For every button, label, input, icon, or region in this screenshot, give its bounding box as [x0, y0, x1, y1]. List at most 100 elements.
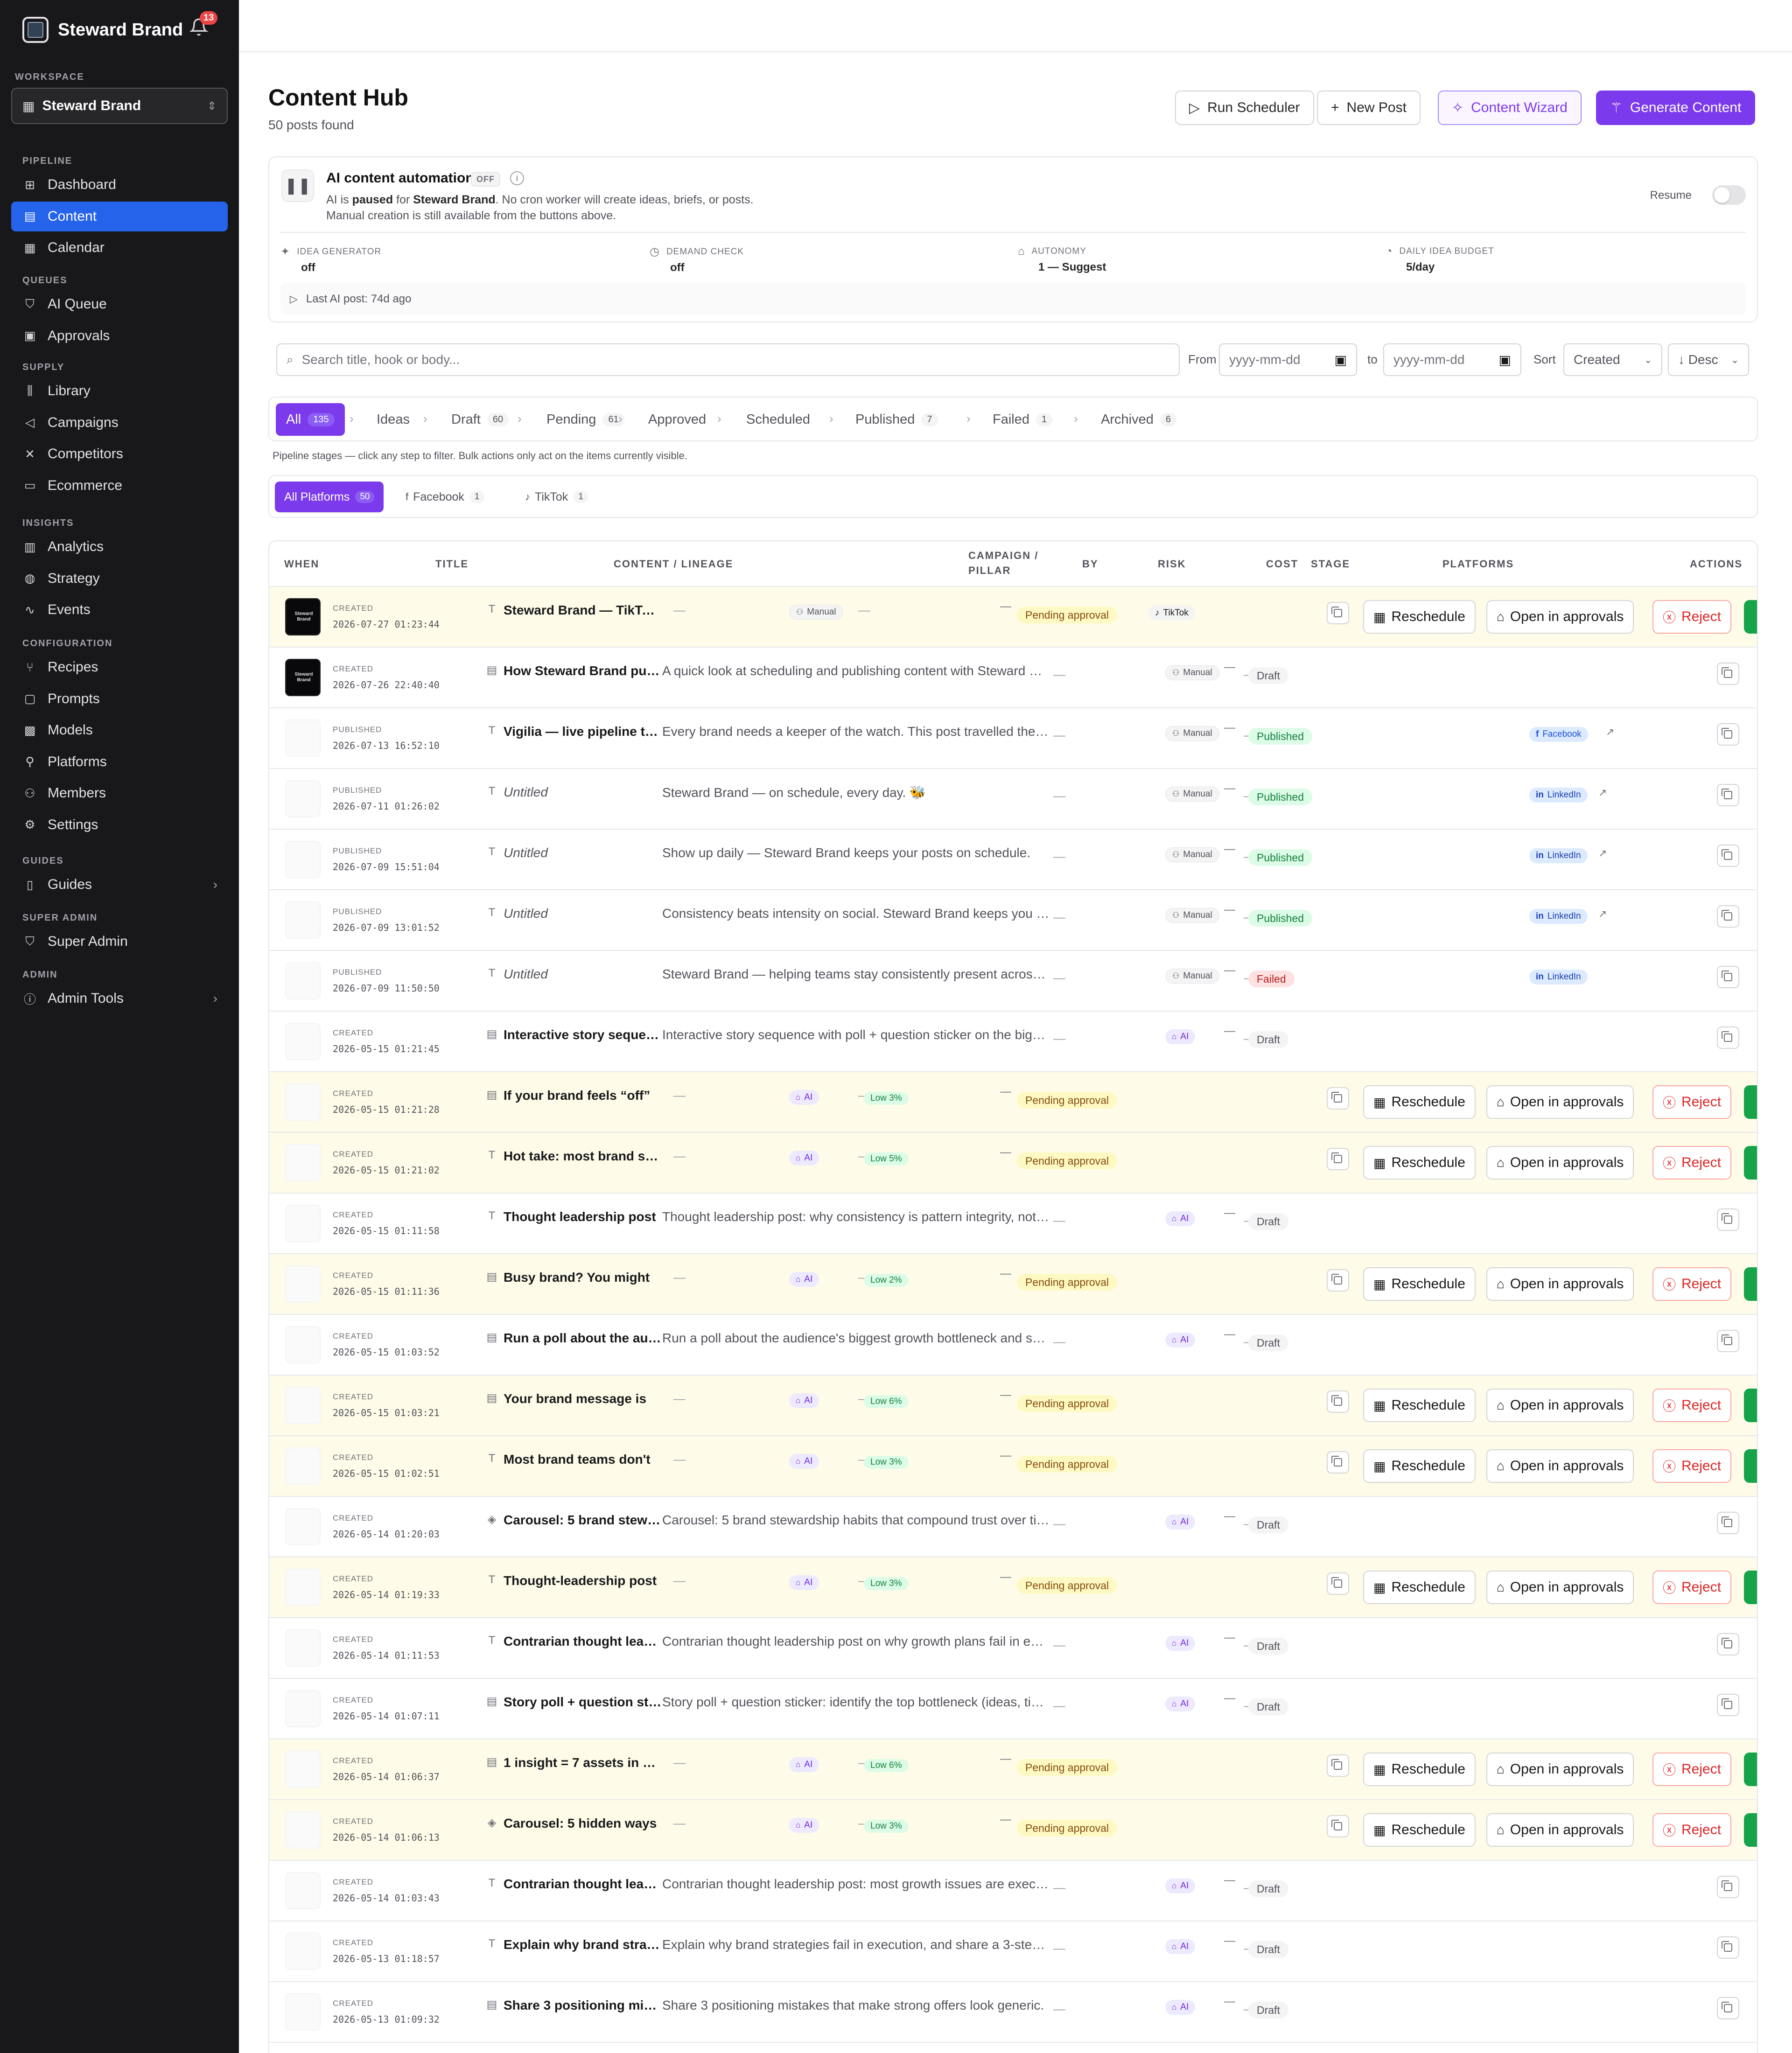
post-title[interactable]: 1 insight = 7 assets in a week — [504, 1755, 662, 1770]
post-title[interactable]: Thought leadership post — [504, 1209, 656, 1224]
generate-content-button[interactable]: ⚚ Generate Content — [1596, 91, 1756, 125]
table-row[interactable]: CREATED 2026-05-15 01:21:28 ▤ If your brand… — [269, 1072, 1757, 1133]
workspace-select[interactable]: ▦ Steward Brand ⇕ — [11, 88, 228, 124]
post-title[interactable]: Share 3 positioning mistakes — [504, 1998, 662, 2012]
reject-button[interactable]: ⓧ Reject — [1652, 1146, 1732, 1180]
post-title[interactable]: Steward Brand — TikTok post — [504, 603, 662, 617]
search-input[interactable] — [301, 352, 1142, 367]
open-in-approvals-button[interactable]: ⌂ Open in approvals — [1486, 1571, 1634, 1604]
post-title[interactable]: Run a poll about the audience — [504, 1331, 662, 1345]
col-campaign[interactable]: CAMPAIGN / — [968, 550, 1039, 561]
sidebar-item-ecommerce[interactable]: ▭ Ecommerce — [11, 471, 228, 501]
duplicate-button[interactable] — [1327, 1390, 1349, 1413]
reject-button[interactable]: ⓧ Reject — [1652, 600, 1732, 634]
table-row[interactable]: CREATED 2026-05-14 01:03:43 T Contrarian th… — [269, 1861, 1757, 1921]
sidebar-item-members[interactable]: ⚇ Members — [11, 778, 228, 808]
reject-button[interactable]: ⓧ Reject — [1652, 1753, 1732, 1786]
resume-toggle[interactable] — [1712, 185, 1746, 205]
post-title[interactable]: Untitled — [504, 785, 548, 799]
duplicate-button[interactable] — [1717, 905, 1739, 928]
sidebar-item-guides[interactable]: ▯ Guides › — [11, 870, 228, 900]
reject-button[interactable]: ⓧ Reject — [1652, 1571, 1732, 1604]
duplicate-button[interactable] — [1717, 1330, 1739, 1352]
approve-button[interactable] — [1744, 1267, 1757, 1301]
table-row[interactable]: PUBLISHED 2026-07-11 01:26:02 T Untitled Ste… — [269, 769, 1757, 830]
approve-button[interactable] — [1744, 1389, 1757, 1422]
open-in-approvals-button[interactable]: ⌂ Open in approvals — [1486, 1813, 1634, 1847]
post-title[interactable]: If your brand feels “off” — [504, 1088, 651, 1103]
col-cost[interactable]: COST — [1266, 558, 1299, 570]
table-row[interactable]: CREATED 2026-05-14 01:07:11 ▤ Story poll + … — [269, 1679, 1757, 1739]
table-row[interactable]: CREATED 2026-05-14 01:11:53 T Contrarian th… — [269, 1618, 1757, 1679]
tab-pending[interactable]: Pending 61 — [536, 403, 635, 436]
duplicate-button[interactable] — [1717, 723, 1739, 746]
open-in-approvals-button[interactable]: ⌂ Open in approvals — [1486, 1449, 1634, 1483]
tab-draft[interactable]: Draft 60 — [441, 403, 519, 436]
reschedule-button[interactable]: ▦ Reschedule — [1363, 1813, 1476, 1847]
table-row[interactable]: CREATED 2026-05-14 01:20:03 ◈ Carousel: 5 b… — [269, 1497, 1757, 1557]
table-row[interactable]: CREATED 2026-07-27 01:23:44 T Steward Brand… — [269, 587, 1757, 648]
sidebar-item-competitors[interactable]: ✕ Competitors — [11, 439, 228, 469]
post-title[interactable]: Your brand message is — [504, 1391, 647, 1406]
duplicate-button[interactable] — [1717, 966, 1739, 988]
post-title[interactable]: Hot take: most brand strategies — [504, 1149, 662, 1163]
sidebar-item-models[interactable]: ▩ Models — [11, 715, 228, 745]
post-title[interactable]: Untitled — [504, 845, 548, 860]
approve-button[interactable] — [1744, 600, 1757, 634]
col-by[interactable]: BY — [1082, 558, 1099, 570]
table-row[interactable]: CREATED 2026-05-15 01:03:21 ▤ Your brand me… — [269, 1376, 1757, 1436]
info-icon[interactable]: i — [510, 171, 524, 185]
table-row[interactable]: CREATED 2026-05-14 01:06:13 ◈ Carousel: 5 h… — [269, 1800, 1757, 1861]
table-row[interactable]: PUBLISHED 2026-07-09 13:01:52 T Untitled Con… — [269, 890, 1757, 951]
open-in-approvals-button[interactable]: ⌂ Open in approvals — [1486, 1267, 1634, 1301]
to-date-input[interactable]: yyyy-mm-dd ▣ — [1383, 343, 1521, 376]
duplicate-button[interactable] — [1717, 1997, 1739, 2019]
table-row[interactable]: CREATED 2026-05-15 01:11:36 ▤ Busy brand? Y… — [269, 1254, 1757, 1315]
search-field[interactable]: ⌕ — [276, 343, 1180, 376]
col-content[interactable]: CONTENT / LINEAGE — [614, 558, 734, 570]
duplicate-button[interactable] — [1327, 1087, 1349, 1110]
duplicate-button[interactable] — [1717, 1026, 1739, 1049]
table-row[interactable]: PUBLISHED 2026-07-09 15:51:04 T Untitled Sho… — [269, 830, 1757, 890]
tab-all[interactable]: All 135 — [276, 403, 345, 436]
sidebar-item-settings[interactable]: ⚙ Settings — [11, 810, 228, 840]
sidebar-item-approvals[interactable]: ▣ Approvals — [11, 321, 228, 351]
duplicate-button[interactable] — [1327, 602, 1349, 624]
tab-ideas[interactable]: Ideas — [366, 403, 420, 436]
table-row[interactable]: PUBLISHED 2026-07-13 16:52:10 T Vigilia — l… — [269, 708, 1757, 769]
duplicate-button[interactable] — [1717, 1633, 1739, 1655]
col-when[interactable]: WHEN — [284, 558, 320, 570]
brand[interactable]: Steward Brand — [22, 16, 183, 44]
table-row[interactable]: CREATED 2026-05-13 01:18:57 T Explain why b… — [269, 1921, 1757, 1982]
sidebar-item-platforms[interactable]: ⚲ Platforms — [11, 747, 228, 777]
external-link-icon[interactable]: ↗ — [1598, 787, 1607, 798]
sidebar-item-strategy[interactable]: ◍ Strategy — [11, 564, 228, 594]
reject-button[interactable]: ⓧ Reject — [1652, 1449, 1732, 1483]
open-in-approvals-button[interactable]: ⌂ Open in approvals — [1486, 1146, 1634, 1180]
duplicate-button[interactable] — [1717, 784, 1739, 806]
from-date-input[interactable]: yyyy-mm-dd ▣ — [1219, 343, 1357, 376]
reschedule-button[interactable]: ▦ Reschedule — [1363, 1085, 1476, 1119]
approve-button[interactable] — [1744, 1753, 1757, 1786]
duplicate-button[interactable] — [1717, 845, 1739, 867]
duplicate-button[interactable] — [1717, 1208, 1739, 1231]
sidebar-item-prompts[interactable]: ▢ Prompts — [11, 684, 228, 714]
col-platforms[interactable]: PLATFORMS — [1442, 558, 1514, 570]
sidebar-item-recipes[interactable]: ⑂ Recipes — [11, 652, 228, 682]
run-scheduler-button[interactable]: ▷ Run Scheduler — [1175, 91, 1314, 125]
reschedule-button[interactable]: ▦ Reschedule — [1363, 1267, 1476, 1301]
post-title[interactable]: Interactive story sequence — [504, 1027, 662, 1042]
content-wizard-button[interactable]: ✧ Content Wizard — [1438, 91, 1582, 125]
table-row[interactable]: CREATED 2026-07-26 22:40:40 ▤ How Steward B… — [269, 648, 1757, 708]
post-title[interactable]: Vigilia — live pipeline test — [504, 724, 662, 739]
platform-filter-facebook[interactable]: f Facebook 1 — [396, 482, 494, 512]
table-row[interactable]: CREATED 2026-05-15 01:03:52 ▤ Run a poll ab… — [269, 1315, 1757, 1376]
post-title[interactable]: Untitled — [504, 967, 548, 981]
col-pillar[interactable]: PILLAR — [968, 565, 1011, 576]
tab-archived[interactable]: Archived 6 — [1091, 403, 1187, 436]
duplicate-button[interactable] — [1327, 1148, 1349, 1170]
duplicate-button[interactable] — [1327, 1815, 1349, 1837]
sidebar-item-calendar[interactable]: ▦ Calendar — [11, 233, 228, 263]
col-stage[interactable]: STAGE — [1311, 558, 1351, 570]
post-title[interactable]: Contrarian thought leadership — [504, 1634, 662, 1648]
